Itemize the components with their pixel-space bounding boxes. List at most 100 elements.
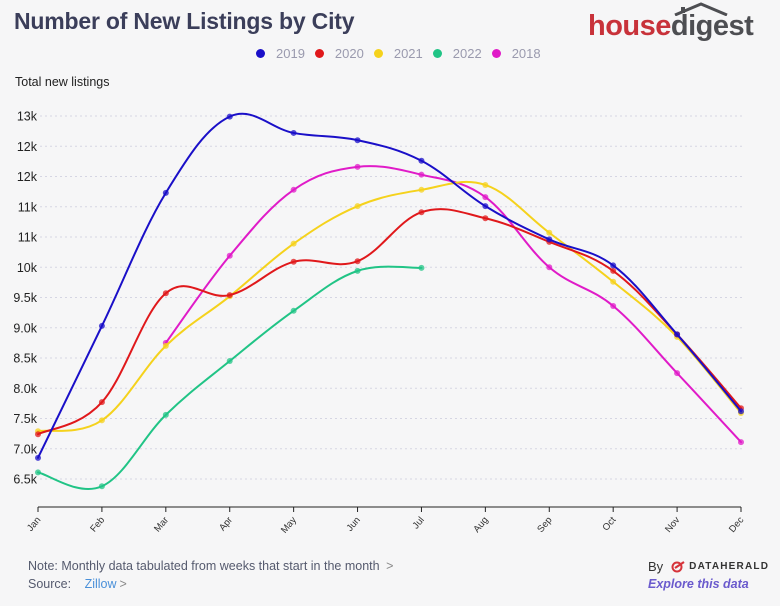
data-point-2019 xyxy=(738,408,744,415)
chevron-right-icon: > xyxy=(386,559,394,573)
legend-dot-icon xyxy=(373,49,383,58)
data-point-2021 xyxy=(162,342,169,349)
data-point-2022 xyxy=(162,411,169,418)
data-point-2022 xyxy=(290,307,297,314)
footer-source: Source: Zillow > xyxy=(28,577,127,591)
data-point-2021 xyxy=(98,417,105,424)
data-point-2022 xyxy=(35,469,41,476)
data-point-2020 xyxy=(482,215,489,222)
x-tick-label: Sep xyxy=(535,515,554,535)
data-point-2022 xyxy=(354,267,361,274)
legend-item-2019[interactable]: 2019 xyxy=(256,46,305,61)
y-tick-label: 11k xyxy=(18,200,38,214)
data-point-2018 xyxy=(226,252,233,259)
x-tick-label: Apr xyxy=(217,515,235,533)
y-tick-label: 9.0k xyxy=(13,321,37,335)
y-axis-title: Total new listings xyxy=(15,75,110,89)
house-roof-icon xyxy=(674,2,728,16)
data-point-2020 xyxy=(98,399,105,406)
logo-text-house: house xyxy=(588,10,671,42)
explore-data-link[interactable]: Explore this data xyxy=(648,577,749,591)
x-tick-label: Jan xyxy=(25,515,43,534)
data-point-2021 xyxy=(290,240,297,247)
data-point-2019 xyxy=(290,129,297,136)
data-point-2018 xyxy=(674,370,681,377)
data-point-2020 xyxy=(290,258,297,265)
line-chart: 6.5k 7.0k 7.5k 8.0k 8.5k 9.0k 9.5k 10k 11k 11k 12k… xyxy=(13,110,746,536)
data-point-2019 xyxy=(482,203,489,210)
legend-label: 2021 xyxy=(393,46,423,61)
x-tick-label: Feb xyxy=(88,515,107,535)
data-point-2022 xyxy=(418,264,425,271)
legend-label: 2020 xyxy=(334,46,364,61)
data-point-2018 xyxy=(738,439,744,446)
data-point-2021 xyxy=(546,229,553,236)
by-label: By xyxy=(648,559,664,574)
brand-name: DATAHERALD xyxy=(689,561,770,572)
y-tick-label: 12k xyxy=(17,170,38,184)
x-tick-label: May xyxy=(279,515,299,536)
data-point-2019 xyxy=(98,322,105,329)
legend-item-2020[interactable]: 2020 xyxy=(314,46,364,61)
y-tick-label: 6.5k xyxy=(13,473,37,487)
data-point-2019 xyxy=(674,331,681,338)
data-point-2018 xyxy=(290,186,297,193)
housedigest-logo[interactable]: house digest xyxy=(588,2,754,43)
data-point-2019 xyxy=(162,189,169,196)
legend-item-2018[interactable]: 2018 xyxy=(491,46,541,61)
x-tick-label: Dec xyxy=(727,515,746,535)
legend-dot-icon xyxy=(314,49,324,58)
legend-label: 2019 xyxy=(276,46,305,61)
source-label: Source: xyxy=(28,577,72,591)
data-point-2019 xyxy=(226,113,233,120)
series-line-2019 xyxy=(37,112,742,459)
y-tick-label: 10k xyxy=(17,261,38,275)
series-line-2020 xyxy=(37,208,742,436)
data-point-2018 xyxy=(354,163,361,170)
y-tick-label: 13k xyxy=(17,110,38,124)
y-tick-label: 9.5k xyxy=(13,291,37,305)
legend-dot-icon xyxy=(432,49,442,58)
data-point-2020 xyxy=(418,209,425,216)
x-tick-label: Aug xyxy=(471,515,490,535)
footer-note[interactable]: Note: Monthly data tabulated from weeks … xyxy=(28,559,393,573)
logo-text-digest: digest xyxy=(671,2,754,42)
legend-item-2021[interactable]: 2021 xyxy=(373,46,423,61)
data-point-2022 xyxy=(98,483,105,490)
data-point-2019 xyxy=(35,454,41,461)
data-point-2020 xyxy=(354,258,361,265)
chart-title: Number of New Listings by City xyxy=(14,8,355,34)
series-line-2021 xyxy=(37,180,742,433)
data-point-2018 xyxy=(418,171,425,178)
x-tick-label: Jul xyxy=(411,515,427,531)
y-tick-label: 8.0k xyxy=(13,382,37,396)
data-point-2019 xyxy=(354,137,361,144)
legend-label: 2022 xyxy=(452,46,482,61)
data-point-2021 xyxy=(482,181,489,188)
data-point-2020 xyxy=(610,267,617,274)
x-tick-label: Nov xyxy=(663,515,682,535)
source-link[interactable]: Zillow > xyxy=(84,577,127,591)
series-line-2022 xyxy=(37,265,423,490)
chevron-right-icon: > xyxy=(119,577,127,591)
x-tick-label: Oct xyxy=(601,515,619,534)
y-tick-label: 11k xyxy=(18,231,38,245)
data-point-2020 xyxy=(162,290,169,297)
data-point-2020 xyxy=(35,431,41,438)
series-line-2018 xyxy=(164,165,742,444)
data-point-2020 xyxy=(226,292,233,299)
x-tick-label: Mar xyxy=(152,515,171,535)
y-tick-label: 8.5k xyxy=(13,352,37,366)
legend-dot-icon xyxy=(256,49,265,58)
legend-item-2022[interactable]: 2022 xyxy=(432,46,482,61)
data-point-2018 xyxy=(482,194,489,201)
legend-dot-icon xyxy=(491,49,501,58)
data-point-2019 xyxy=(546,236,553,243)
x-tick-label: Jun xyxy=(345,515,363,534)
data-point-2021 xyxy=(418,186,425,193)
data-point-2019 xyxy=(610,262,617,269)
dataherald-logo-icon xyxy=(671,560,685,572)
data-point-2021 xyxy=(354,203,361,210)
data-point-2021 xyxy=(610,278,617,285)
legend-label: 2018 xyxy=(511,46,541,61)
